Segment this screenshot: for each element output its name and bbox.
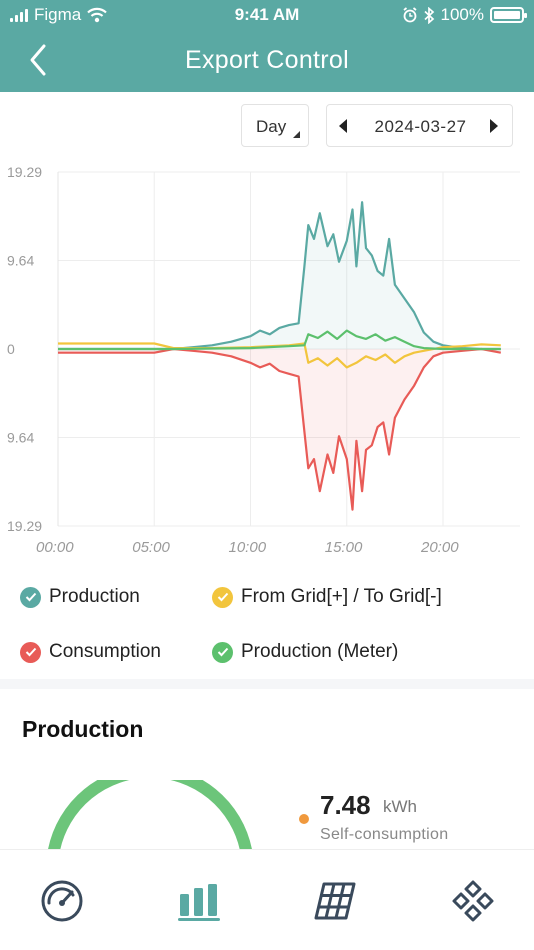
- self-consumption-dot: [299, 814, 309, 824]
- x-tick-label: 15:00: [325, 539, 363, 556]
- legend-consumption[interactable]: Consumption: [20, 641, 161, 663]
- tab-plants[interactable]: [312, 878, 358, 924]
- period-label: Day: [256, 117, 287, 136]
- back-button[interactable]: [22, 40, 58, 80]
- battery-icon: [490, 7, 527, 23]
- alarm-icon: [402, 7, 417, 23]
- y-tick-label: 19.29: [7, 164, 42, 180]
- date-picker: 2024-03-27: [326, 104, 513, 147]
- check-icon: [20, 586, 41, 608]
- solar-panel-icon: [314, 882, 356, 920]
- period-select[interactable]: Day: [241, 104, 309, 147]
- bar-chart-icon: [178, 884, 220, 921]
- production-gauge: [48, 780, 252, 850]
- legend-label: Production: [49, 586, 140, 607]
- battery-percent: 100%: [440, 5, 484, 24]
- legend-production-meter[interactable]: Production (Meter): [212, 641, 398, 663]
- series-line: [58, 201, 501, 351]
- y-tick-label: 0: [7, 341, 15, 357]
- status-time: 9:41 AM: [234, 5, 300, 24]
- section-divider: [0, 679, 534, 689]
- date-label: 2024-03-27: [374, 117, 467, 136]
- gauge-icon: [41, 880, 83, 922]
- status-right: 100%: [402, 5, 527, 25]
- tab-devices[interactable]: [450, 878, 496, 924]
- series-area: [58, 349, 501, 510]
- x-tick-label: 10:00: [229, 539, 267, 556]
- bluetooth-icon: [423, 6, 434, 24]
- legend-label: From Grid[+] / To Grid[-]: [241, 586, 442, 607]
- x-tick-label: 05:00: [132, 539, 170, 556]
- devices-icon: [452, 880, 494, 922]
- y-tick-label: 9.64: [7, 253, 34, 269]
- series-line: [58, 329, 501, 351]
- legend-label: Consumption: [49, 641, 161, 662]
- prev-date-button[interactable]: [339, 119, 347, 133]
- y-tick-label: 9.64: [7, 429, 34, 445]
- next-date-button[interactable]: [490, 119, 498, 133]
- chevron-left-icon: [30, 44, 46, 76]
- series-line: [58, 347, 502, 511]
- tab-dashboard[interactable]: [39, 878, 85, 924]
- self-consumption-label: Self-consumption: [320, 826, 449, 843]
- dropdown-corner-icon: [293, 131, 300, 138]
- status-left: Figma: [10, 5, 107, 25]
- self-consumption-unit: kWh: [383, 797, 417, 816]
- self-consumption-value: 7.48: [320, 790, 371, 820]
- y-tick-label: 19.29: [7, 518, 42, 534]
- legend-label: Production (Meter): [241, 641, 399, 662]
- production-section-title: Production: [22, 716, 144, 742]
- energy-line-chart: 19.29 9.64 0 9.64 19.29 00:00 05:00 10:00 15:00 2…: [7, 164, 520, 556]
- x-tick-label: 20:00: [420, 539, 459, 556]
- legend-grid[interactable]: From Grid[+] / To Grid[-]: [212, 586, 442, 608]
- tab-bar: [0, 849, 534, 950]
- signal-icon: [10, 8, 28, 22]
- check-icon: [212, 641, 233, 663]
- series-area: [58, 202, 501, 349]
- legend-production[interactable]: Production: [20, 586, 140, 608]
- check-icon: [212, 586, 233, 608]
- carrier-label: Figma: [34, 5, 82, 24]
- check-icon: [20, 641, 41, 663]
- page-title: Export Control: [185, 46, 349, 74]
- wifi-icon: [87, 7, 107, 23]
- x-tick-label: 00:00: [36, 539, 74, 556]
- status-bar: Figma 9:41 AM 100%: [0, 0, 534, 32]
- tab-statistics[interactable]: [176, 878, 222, 924]
- app-header: Figma 9:41 AM 100% Export Control: [0, 0, 534, 92]
